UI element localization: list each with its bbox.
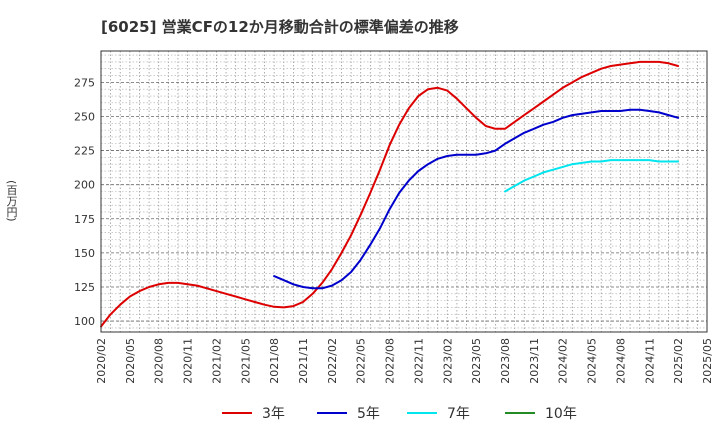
y-tick-label: 200 bbox=[74, 179, 95, 192]
x-tick-label: 2022/08 bbox=[384, 338, 397, 384]
x-tick-label: 2023/05 bbox=[470, 338, 483, 384]
x-tick-labels: 2020/02 2020/05 2020/08 2020/11 2021/02 2021/… bbox=[95, 338, 714, 384]
series-line-1 bbox=[100, 60, 680, 328]
y-tick-label: 225 bbox=[74, 145, 95, 158]
legend-label: 7年 bbox=[447, 406, 470, 422]
x-tick-label: 2024/05 bbox=[586, 338, 599, 384]
x-tick-label: 2020/11 bbox=[182, 338, 195, 384]
x-tick-label: 2020/08 bbox=[153, 338, 166, 384]
plot-frame bbox=[100, 50, 708, 333]
y-tick-labels: 100 125 150 175 200 225 250 275 bbox=[74, 76, 95, 328]
y-tick-label: 125 bbox=[74, 281, 95, 294]
legend: 3年 5年 7年 10年 bbox=[222, 406, 577, 422]
x-tick-label: 2023/02 bbox=[441, 338, 454, 384]
x-tick-label: 2021/08 bbox=[268, 338, 281, 384]
legend-label: 10年 bbox=[545, 406, 577, 422]
x-tick-label: 2022/05 bbox=[355, 338, 368, 384]
y-axis-label: (百万円) bbox=[5, 180, 18, 222]
x-tick-label: 2023/08 bbox=[499, 338, 512, 384]
x-tick-label: 2025/05 bbox=[701, 338, 714, 384]
y-tick-label: 250 bbox=[74, 110, 95, 123]
series-line-2 bbox=[273, 108, 680, 290]
x-tick-label: 2025/02 bbox=[672, 338, 685, 384]
x-tick-label: 2021/05 bbox=[239, 338, 252, 384]
y-tick-label: 175 bbox=[74, 213, 95, 226]
legend-label: 5年 bbox=[357, 406, 380, 422]
series-lines bbox=[100, 60, 680, 328]
x-tick-label: 2024/02 bbox=[557, 338, 570, 384]
y-tick-label: 150 bbox=[74, 247, 95, 260]
legend-label: 3年 bbox=[262, 406, 285, 422]
x-tick-label: 2023/11 bbox=[528, 338, 541, 384]
x-tick-label: 2024/11 bbox=[643, 338, 656, 384]
y-tick-label: 275 bbox=[74, 76, 95, 89]
series-line-3 bbox=[504, 159, 680, 193]
x-tick-label: 2024/08 bbox=[614, 338, 627, 384]
x-tick-label: 2020/02 bbox=[95, 338, 108, 384]
grid-lines bbox=[101, 51, 707, 332]
x-tick-label: 2022/11 bbox=[412, 338, 425, 384]
x-tick-label: 2021/11 bbox=[297, 338, 310, 384]
x-tick-label: 2020/05 bbox=[124, 338, 137, 384]
x-tick-label: 2022/02 bbox=[326, 338, 339, 384]
y-tick-label: 100 bbox=[74, 315, 95, 328]
x-tick-label: 2021/02 bbox=[210, 338, 223, 384]
chart-title: [6025] 営業CFの12か月移動合計の標準偏差の推移 bbox=[101, 18, 459, 36]
